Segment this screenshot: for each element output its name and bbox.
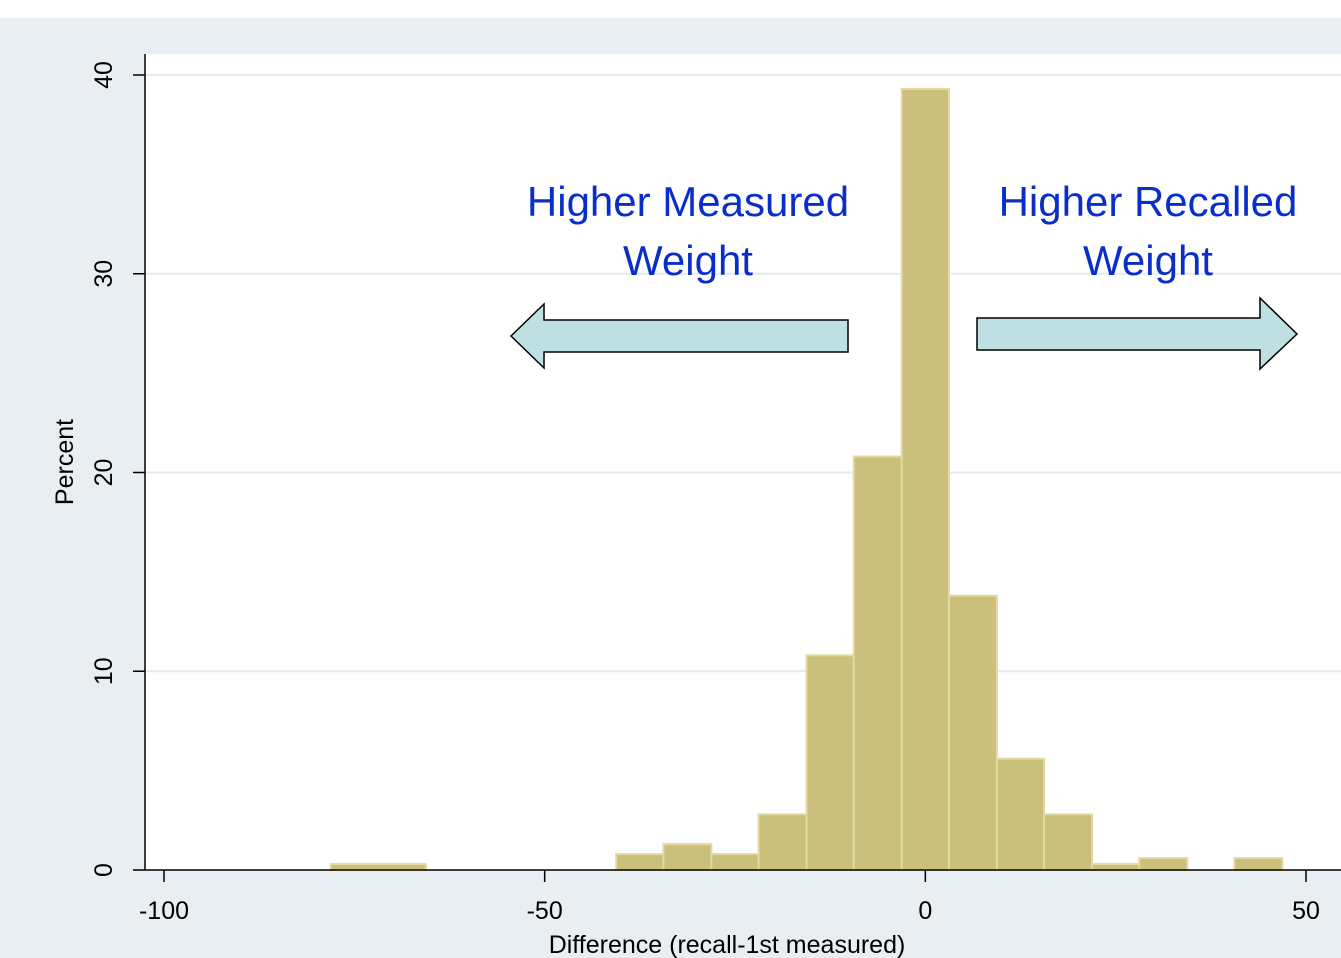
x-tick-label: 0 — [918, 897, 932, 925]
y-tick-label: 0 — [90, 863, 118, 877]
x-tick-label: 50 — [1292, 897, 1320, 925]
histogram-bar-13 — [1233, 857, 1284, 872]
x-tick-label: -100 — [139, 897, 189, 925]
arrow-right-icon — [976, 296, 1299, 371]
annotations: Higher Measured Weight Higher Recalled Weig… — [509, 178, 1299, 371]
x-tick-label: -50 — [527, 897, 563, 925]
histogram-bar-0 — [329, 863, 427, 871]
histogram-bar-3 — [710, 853, 760, 871]
y-tick-label: 10 — [90, 657, 118, 685]
grid-lines — [145, 74, 1341, 673]
histogram-bar-6 — [852, 455, 903, 871]
annotation-left-line-1: Weight — [623, 237, 753, 284]
bars — [329, 87, 1284, 872]
histogram-bar-12 — [1138, 857, 1189, 872]
histogram-bar-1 — [615, 853, 665, 871]
histogram-bar-2 — [662, 843, 713, 871]
histogram-bar-9 — [995, 757, 1046, 872]
histogram-bar-4 — [757, 813, 808, 871]
histogram-bar-5 — [805, 654, 855, 871]
x-axis-title: Difference (recall-1st measured) — [549, 931, 906, 958]
histogram-bar-8 — [947, 594, 998, 871]
annotation-right-line-0: Higher Recalled — [999, 178, 1298, 225]
histogram-bar-10 — [1043, 813, 1094, 871]
y-tick-label: 40 — [90, 61, 118, 89]
plot-area — [145, 54, 1341, 870]
histogram-bar-7 — [900, 87, 950, 872]
axes: 0 10 20 30 40 -100 -50 0 50 Difference (recall-1s… — [51, 54, 1341, 958]
arrow-left-icon — [509, 302, 849, 370]
y-axis-title: Percent — [51, 419, 79, 505]
annotation-right-line-1: Weight — [1083, 237, 1213, 284]
histogram-bar-11 — [1091, 863, 1141, 871]
y-tick-label: 30 — [90, 260, 118, 288]
y-tick-label: 20 — [90, 459, 118, 487]
annotation-left-line-0: Higher Measured — [527, 178, 849, 225]
